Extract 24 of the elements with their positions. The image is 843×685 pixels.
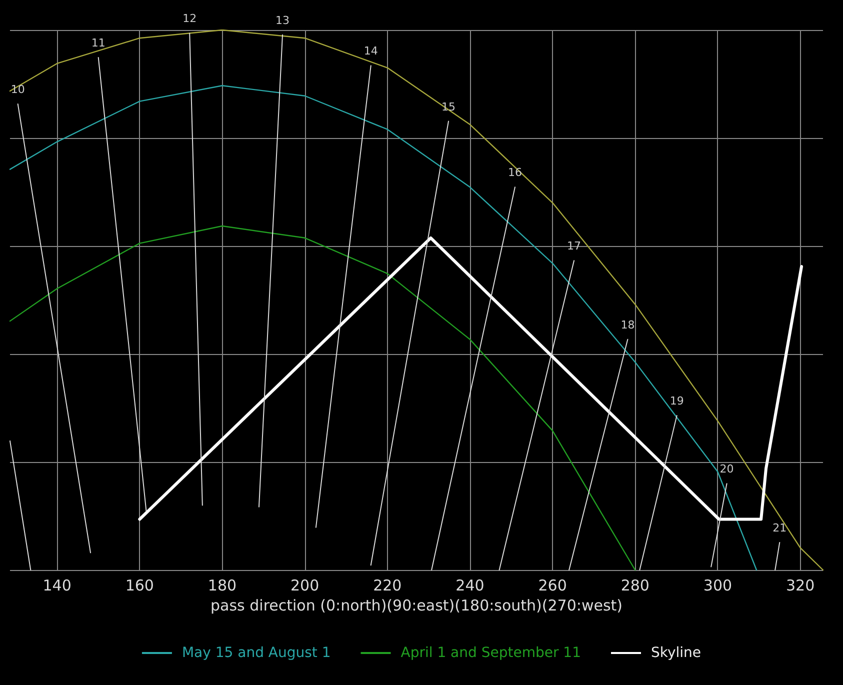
annotation: 13 (276, 14, 290, 27)
x-tick-label: 320 (786, 576, 815, 594)
x-tick-label: 280 (620, 576, 650, 594)
annotation: 19 (670, 394, 684, 408)
annotation: 16 (508, 166, 522, 180)
x-tick-label: 200 (290, 576, 320, 594)
annotation: 11 (91, 36, 106, 50)
x-tick-label: 160 (125, 576, 154, 594)
legend-label: April 1 and September 11 (400, 645, 582, 661)
x-tick-label: 140 (42, 576, 72, 594)
annotation: 10 (10, 82, 25, 96)
x-axis-title: pass direction (0:north)(90:east)(180:south)(270:west) (210, 596, 622, 614)
x-tick-label: 220 (373, 576, 402, 594)
x-tick-label: 240 (456, 576, 484, 594)
annotation: 12 (182, 12, 197, 26)
annotation: 18 (620, 318, 635, 332)
legend-label: May 15 and August 1 (182, 645, 331, 661)
annotation: 14 (364, 44, 378, 58)
x-tick-label: 260 (538, 576, 567, 594)
x-tick-label: 180 (208, 576, 237, 594)
x-tick-label: 300 (703, 576, 732, 594)
annotation: 21 (772, 521, 787, 534)
annotation: 20 (720, 462, 734, 476)
legend-label: Skyline (651, 645, 702, 661)
